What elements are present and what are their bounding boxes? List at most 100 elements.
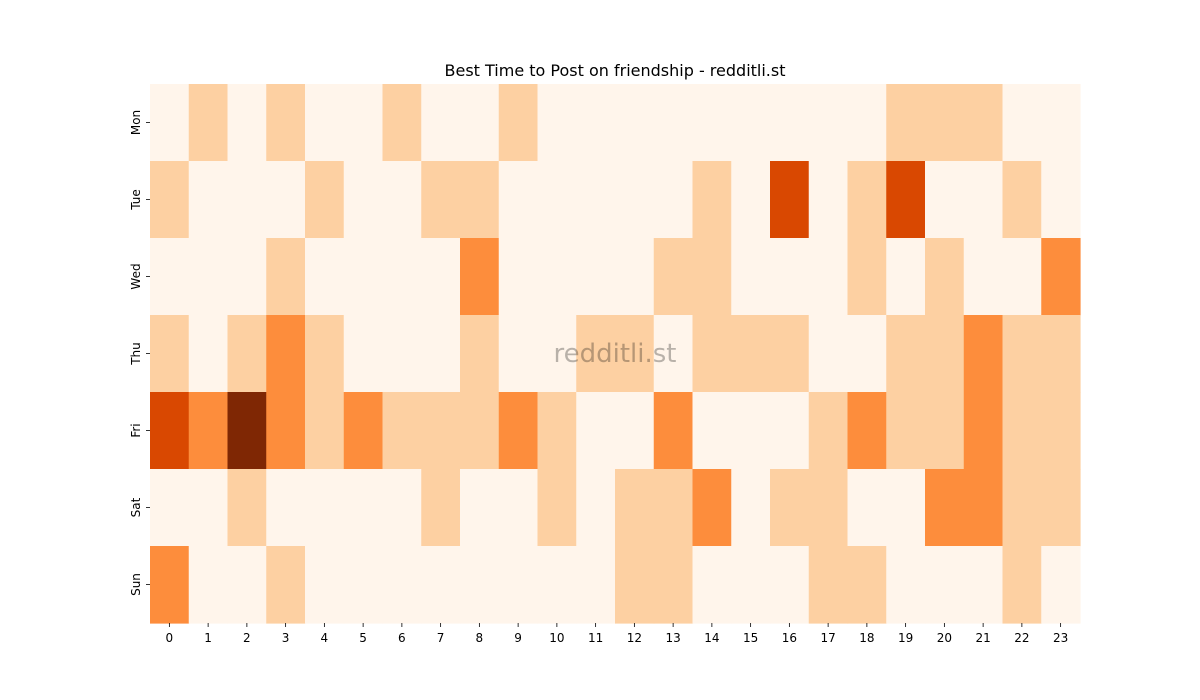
heatmap-cell [305,238,345,316]
heatmap-cell [731,546,771,624]
heatmap-cell [847,546,887,624]
heatmap-cell [305,392,345,470]
x-tick-label: 18 [859,631,874,645]
heatmap-cell [963,315,1004,393]
y-tick-label: Mon [129,110,143,135]
y-tick-label: Sat [129,497,143,517]
heatmap-cell [460,315,500,393]
heatmap-cell [305,315,345,393]
heatmap-cell [227,546,267,624]
heatmap-cell [963,469,1004,547]
heatmap-cell [150,238,190,316]
heatmap-cell [343,84,384,162]
heatmap-cell [1041,161,1081,239]
x-tick-label: 5 [359,631,367,645]
heatmap-cell [653,161,694,239]
x-tick-label: 3 [282,631,290,645]
heatmap-cell [886,84,926,162]
heatmap-cell [227,315,267,393]
x-tick-label: 6 [398,631,406,645]
heatmap-cell [925,392,965,470]
x-tick-label: 9 [514,631,522,645]
heatmap-cell [615,161,655,239]
heatmap-cell [382,84,422,162]
x-tick-label: 14 [704,631,719,645]
heatmap-cell [343,238,384,316]
x-tick-label: 11 [588,631,603,645]
heatmap-cell [615,315,655,393]
heatmap-cell [847,84,887,162]
heatmap-cell [150,84,190,162]
x-tick-label: 16 [782,631,797,645]
heatmap-cells [150,84,1081,624]
heatmap-cell [1041,469,1081,547]
heatmap-cell [498,392,539,470]
heatmap-cell [227,84,267,162]
heatmap-cell [653,392,694,470]
heatmap-cell [808,392,849,470]
heatmap-cell [537,546,577,624]
heatmap-cell [808,84,849,162]
heatmap-cell [305,469,345,547]
heatmap-cell [227,392,267,470]
heatmap-cell [615,546,655,624]
heatmap-cell [847,161,887,239]
heatmap-cell [188,84,229,162]
heatmap-cell [925,315,965,393]
heatmap-cell [537,315,577,393]
heatmap-cell [886,161,926,239]
x-tick-label: 20 [937,631,952,645]
heatmap-cell [1002,546,1042,624]
heatmap-cell [266,238,306,316]
heatmap-cell [188,161,229,239]
heatmap-cell [266,469,306,547]
heatmap-cell [576,84,616,162]
x-tick-label: 2 [243,631,251,645]
heatmap-cell [576,315,616,393]
heatmap-cell [460,469,500,547]
heatmap-cell [1041,546,1081,624]
heatmap-cell [1002,238,1042,316]
heatmap-cell [460,392,500,470]
heatmap-cell [227,238,267,316]
heatmap-cell [305,546,345,624]
x-tick-label: 8 [476,631,484,645]
heatmap-cell [770,84,810,162]
heatmap-cell [615,392,655,470]
heatmap-cell [343,161,384,239]
heatmap-cell [731,84,771,162]
heatmap-cell [1002,469,1042,547]
heatmap-cell [1002,315,1042,393]
heatmap-cell [653,315,694,393]
heatmap-cell [847,238,887,316]
heatmap-cell [692,84,732,162]
heatmap-cell [537,238,577,316]
heatmap-cell [150,392,190,470]
heatmap-cell [460,238,500,316]
heatmap-cell [731,161,771,239]
heatmap-cell [382,161,422,239]
heatmap-cell [266,315,306,393]
heatmap-cell [847,392,887,470]
heatmap-cell [188,469,229,547]
heatmap-cell [925,469,965,547]
heatmap-cell [537,84,577,162]
heatmap-cell [421,392,461,470]
heatmap-cell [963,84,1004,162]
heatmap-cell [692,238,732,316]
heatmap-cell [1002,84,1042,162]
heatmap-cell [576,469,616,547]
heatmap-cell [692,546,732,624]
heatmap-cell [770,469,810,547]
heatmap-cell [150,315,190,393]
heatmap-cell [731,469,771,547]
heatmap-cell [692,392,732,470]
heatmap-cell [266,84,306,162]
heatmap-cell [808,315,849,393]
heatmap-cell [150,546,190,624]
x-tick-label: 13 [665,631,680,645]
heatmap-cell [498,161,539,239]
heatmap-cell [537,392,577,470]
heatmap-cell [770,546,810,624]
